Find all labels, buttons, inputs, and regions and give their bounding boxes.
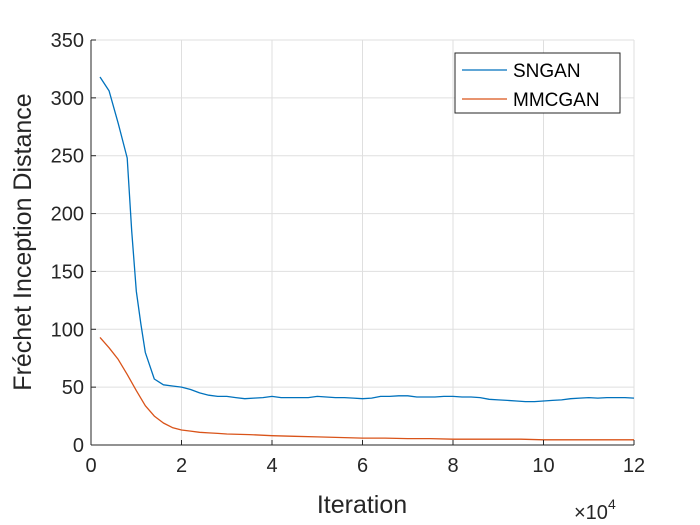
tick-labels: 0 2 4 6 8 10 12 0 50 100 150 200 250 300 350 xyxy=(51,30,646,477)
y-tick-label: 50 xyxy=(62,377,84,399)
legend: SNGAN MMCGAN xyxy=(454,52,621,114)
x-exponent: ×104 xyxy=(574,496,616,524)
y-tick-label: 350 xyxy=(51,30,84,52)
x-tick-label: 10 xyxy=(532,455,554,477)
x-tick-label: 8 xyxy=(447,455,458,477)
axes xyxy=(90,39,635,446)
y-tick-label: 250 xyxy=(51,146,84,168)
series-line-sngan xyxy=(99,76,635,403)
y-tick-label: 200 xyxy=(51,204,84,226)
x-tick-label: 4 xyxy=(266,455,277,477)
y-tick-label: 300 xyxy=(51,88,84,110)
x-exponent-base: ×10 xyxy=(574,502,608,524)
x-tick-label: 0 xyxy=(85,455,96,477)
series-line-mmcgan xyxy=(99,336,634,441)
series-lines xyxy=(99,76,635,441)
legend-label-sngan: SNGAN xyxy=(513,61,581,82)
legend-box xyxy=(454,52,621,114)
y-tick-label: 100 xyxy=(51,319,84,341)
x-axis-label: Iteration xyxy=(317,491,407,519)
x-tick-label: 6 xyxy=(357,455,368,477)
y-tick-label: 150 xyxy=(51,261,84,283)
svg-text:×104: ×104 xyxy=(574,496,616,524)
legend-label-mmcgan: MMCGAN xyxy=(513,90,600,111)
y-tick-label: 0 xyxy=(73,435,84,457)
x-exponent-power: 4 xyxy=(608,496,616,512)
x-tick-label: 2 xyxy=(176,455,187,477)
x-tick-label: 12 xyxy=(623,455,645,477)
y-axis-label: Fréchet Inception Distance xyxy=(9,93,37,390)
